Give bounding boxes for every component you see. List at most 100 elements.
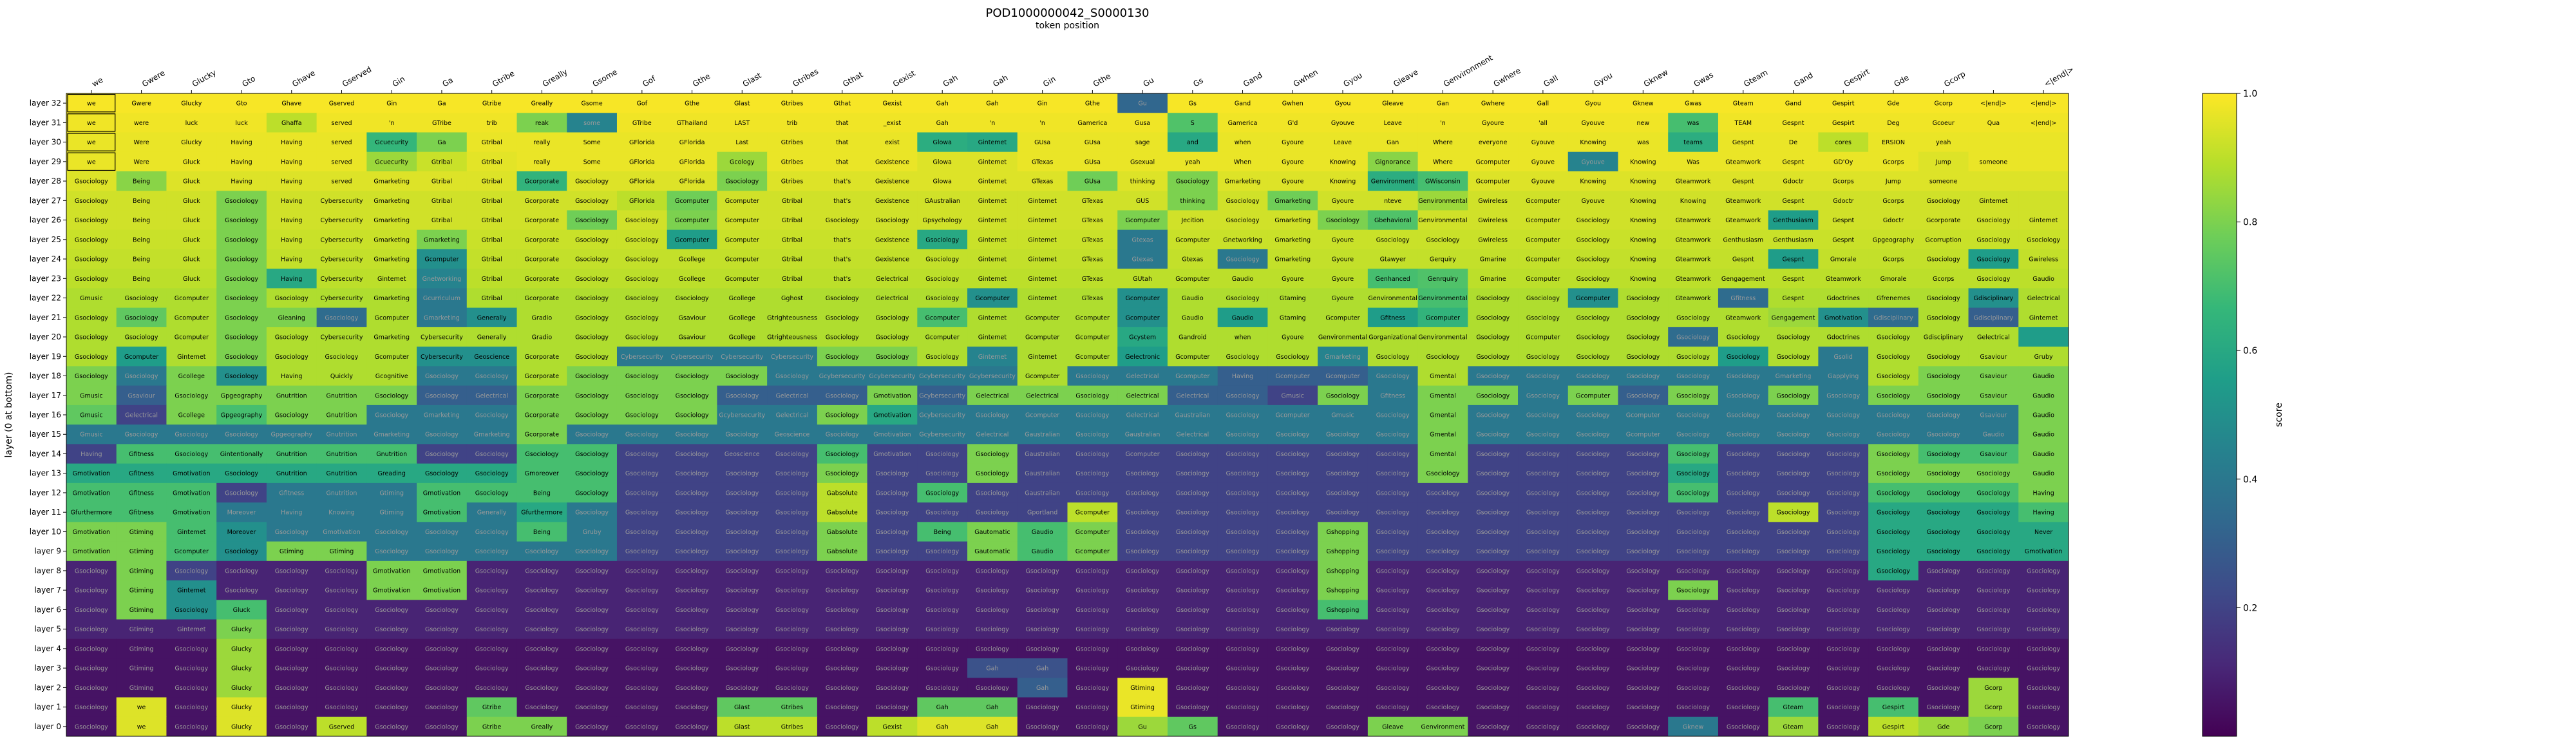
heatmap-cell-label: Gmotivation <box>873 451 911 458</box>
heatmap-cell-label: Gnutrition <box>327 432 357 439</box>
x-tick-label: Gto <box>241 74 257 89</box>
heatmap-cell-label: Being <box>133 276 150 283</box>
heatmap-cell-label: Gsociology <box>876 217 909 224</box>
heatmap-cell-label: 'n <box>389 120 395 127</box>
heatmap-cell <box>1868 482 1919 503</box>
heatmap-cell-label: Glowa <box>933 178 951 186</box>
heatmap-cell-label: Gsociology <box>275 334 308 341</box>
heatmap-cell <box>1668 697 1719 718</box>
heatmap-cell <box>867 560 918 581</box>
heatmap-cell-label: Gsociology <box>275 295 308 302</box>
heatmap-cell-label: _exist <box>883 120 902 127</box>
heatmap-cell-label: Gsociology <box>1176 665 1209 672</box>
heatmap-cell <box>316 638 367 659</box>
heatmap-cell-label: Gelectrical <box>475 392 508 399</box>
heatmap-cell-label: Gcomputer <box>675 236 709 243</box>
x-tick-label: Gcorp <box>1942 70 1967 89</box>
heatmap-cell <box>1318 210 1368 231</box>
heatmap-cell <box>1217 502 1268 522</box>
heatmap-cell-label: Gsociology <box>1426 236 1459 243</box>
heatmap-cell-label: Gsociology <box>625 548 659 555</box>
heatmap-cell <box>266 678 317 698</box>
heatmap-cell <box>917 560 968 581</box>
heatmap-cell-label: Gsociology <box>1176 451 1209 458</box>
heatmap-cell <box>417 619 468 640</box>
heatmap-cell <box>567 502 618 522</box>
heatmap-cell <box>266 638 317 659</box>
heatmap-cell-label: Gsociology <box>1777 645 1810 653</box>
heatmap-cell-label: yeah <box>1185 158 1200 166</box>
heatmap-cell <box>66 269 117 289</box>
heatmap-cell <box>1567 210 1618 231</box>
heatmap-cell <box>817 619 868 640</box>
heatmap-cell-label: Gsociology <box>1826 548 1860 555</box>
heatmap-cell-label: Gelectrical <box>1126 373 1159 380</box>
heatmap-cell-label: Gcybersecurity <box>719 412 765 419</box>
heatmap-cell-label: Gsociology <box>1476 704 1510 711</box>
heatmap-cell-label: Genrquiry <box>1428 276 1459 283</box>
heatmap-cell <box>1318 424 1368 444</box>
heatmap-cell <box>1618 658 1669 678</box>
heatmap-cell <box>66 347 117 367</box>
heatmap-cell-label: Being <box>133 178 150 186</box>
heatmap-cell <box>1417 522 1468 542</box>
heatmap-cell <box>867 327 918 347</box>
heatmap-cell-label: Gcomputer <box>175 334 209 341</box>
heatmap-cell <box>1668 541 1719 562</box>
heatmap-cell-label: Gcomputer <box>1626 412 1660 419</box>
heatmap-cell <box>417 463 468 484</box>
heatmap-cell <box>1968 541 2019 562</box>
heatmap-cell <box>767 502 818 522</box>
heatmap-cell <box>2018 249 2069 269</box>
heatmap-cell-label: Gsociology <box>1276 568 1309 575</box>
heatmap-cell <box>166 600 217 620</box>
heatmap-cell-label: Gsociology <box>1577 665 1610 672</box>
heatmap-cell <box>1918 541 1969 562</box>
heatmap-cell <box>1668 463 1719 484</box>
heatmap-cell <box>1818 210 1869 231</box>
heatmap-cell-label: Gsociology <box>826 354 859 361</box>
heatmap-cell <box>1968 151 2019 172</box>
heatmap-cell <box>466 463 518 484</box>
y-tick-label: layer 13 <box>30 469 61 478</box>
heatmap-cell <box>1868 541 1919 562</box>
heatmap-cell <box>516 269 567 289</box>
heatmap-cell-label: Gsociology <box>676 451 709 458</box>
heatmap-cell <box>266 502 317 522</box>
heatmap-cell <box>1017 171 1068 191</box>
heatmap-cell <box>1468 151 1519 172</box>
x-tick-label: Gthat <box>841 70 864 88</box>
heatmap-cell-label: Gfurthermore <box>71 510 113 517</box>
heatmap-cell <box>1968 600 2019 620</box>
heatmap-cell-label: Gsociology <box>1577 334 1610 341</box>
heatmap-cell <box>1968 269 2019 289</box>
heatmap-cell-label: Having <box>231 178 252 186</box>
heatmap-cell-label: Gcorps <box>1882 198 1904 205</box>
heatmap-cell <box>1567 658 1618 678</box>
heatmap-cell <box>1017 191 1068 211</box>
heatmap-cell-label: Gs <box>1189 723 1197 730</box>
heatmap-cell-label: Gsaviour <box>1980 392 2007 399</box>
heatmap-cell <box>466 619 518 640</box>
heatmap-cell <box>917 249 968 269</box>
colorbar-tick-label: 1.0 <box>2243 89 2257 99</box>
heatmap-cell <box>967 502 1018 522</box>
heatmap-cell-label: Gsociology <box>1626 665 1660 672</box>
x-axis-label: token position <box>1036 21 1099 31</box>
heatmap-cell-label: Glucky <box>181 100 202 108</box>
heatmap-cell-label: Gfrenemes <box>1877 295 1910 302</box>
heatmap-cell-label: Gsolid <box>1834 354 1853 361</box>
heatmap-cell <box>1267 113 1318 133</box>
heatmap-cell-label: Gsociology <box>1777 529 1810 536</box>
heatmap-cell <box>1067 171 1118 191</box>
heatmap-cell <box>1918 327 1969 347</box>
heatmap-cell <box>1468 560 1519 581</box>
heatmap-cell <box>316 697 367 718</box>
heatmap-cell <box>616 113 668 133</box>
heatmap-cell <box>1868 93 1919 113</box>
heatmap-cell <box>1167 347 1218 367</box>
heatmap-cell <box>1468 327 1519 347</box>
heatmap-cell-label: Gsociology <box>1927 451 1960 458</box>
heatmap-cell-label: Gaudio <box>2032 276 2054 283</box>
heatmap-cell-label: Gsociology <box>826 685 859 692</box>
